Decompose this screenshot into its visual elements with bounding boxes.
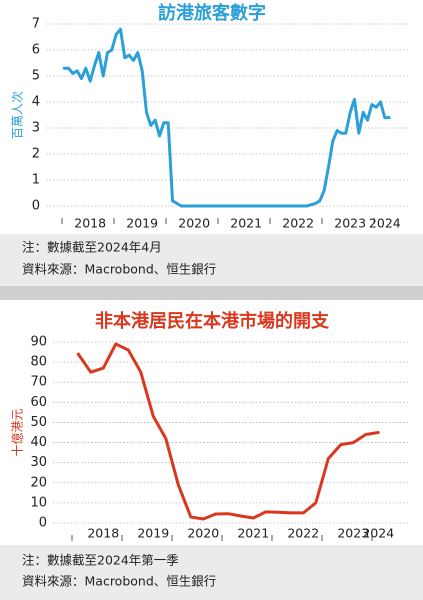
x-tick-label: 2024 — [369, 216, 401, 231]
x-tick-label: 2023 — [334, 216, 366, 231]
x-tick-label: 2018 — [87, 526, 119, 541]
y-tick-label: 4 — [32, 95, 40, 110]
y-tick-label: 1 — [32, 173, 40, 188]
x-tick-label: 2019 — [126, 216, 158, 231]
source: 資料來源：Macrobond、恒生銀行 — [22, 574, 216, 589]
chart-title: 訪港旅客數字 — [158, 2, 266, 24]
y-tick-label: 2 — [32, 147, 40, 162]
data-line — [76, 342, 380, 521]
y-tick-label: 60 — [30, 395, 47, 410]
y-tick-label: 80 — [30, 355, 47, 370]
y-tick-label: 30 — [30, 455, 47, 470]
y-tick-label: 70 — [30, 375, 47, 390]
note-box — [0, 545, 423, 600]
x-tick-label: 2021 — [237, 526, 269, 541]
y-tick-label: 0 — [32, 199, 40, 214]
x-tick-label: 2019 — [137, 526, 169, 541]
source: 資料來源：Macrobond、恒生銀行 — [22, 262, 216, 277]
y-tick-label: 90 — [30, 335, 47, 350]
y-tick-label: 3 — [32, 121, 40, 136]
x-tick-label: 2022 — [282, 216, 314, 231]
x-tick-label: 2024 — [362, 526, 394, 541]
x-tick-label: 2020 — [178, 216, 210, 231]
x-tick-label: 2020 — [187, 526, 219, 541]
x-tick-label: 2018 — [74, 216, 106, 231]
x-tick-label: 2023 — [337, 526, 369, 541]
note-box — [0, 234, 423, 286]
y-tick-label: 20 — [30, 475, 47, 490]
y-tick-label: 5 — [32, 69, 40, 84]
y-tick-label: 6 — [32, 43, 40, 58]
chart-title: 非本港居民在本港市場的開支 — [95, 310, 330, 332]
note: 注：數據截至2024年4月 — [22, 240, 162, 255]
y-tick-label: 10 — [30, 495, 47, 510]
y-tick-label: 50 — [30, 415, 47, 430]
y-axis-label: 十億港元 — [11, 408, 25, 456]
x-tick-label: 2021 — [230, 216, 262, 231]
y-tick-label: 7 — [32, 17, 40, 32]
x-tick-label: 2022 — [287, 526, 319, 541]
separator — [0, 286, 423, 300]
y-tick-label: 40 — [30, 435, 47, 450]
note: 注：數據截至2024年第一季 — [22, 553, 179, 568]
y-axis-label: 百萬人次 — [11, 91, 25, 139]
y-tick-label: 0 — [39, 516, 47, 531]
data-line — [62, 27, 391, 208]
